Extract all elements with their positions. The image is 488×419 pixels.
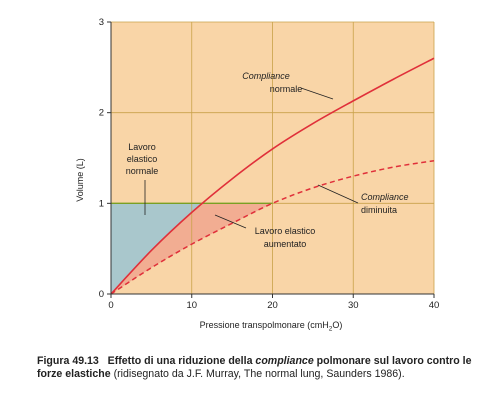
caption-title-part1: Effetto di una riduzione della (107, 355, 253, 367)
y-tick-label-0: 0 (99, 289, 104, 300)
y-axis-title: Volume (L) (75, 158, 85, 202)
caption-title-italic: compliance (255, 355, 314, 367)
y-tick-label-3: 3 (99, 17, 104, 28)
caption-rest: (ridisegnato da J.F. Murray, The normal … (113, 368, 405, 380)
annotation-lavoro-aumentato-line2: aumentato (264, 239, 307, 249)
annotation-lavoro-normale-line1: Lavoro (128, 142, 156, 152)
figure-caption: Figura 49.13 Effetto di una riduzione de… (37, 355, 477, 381)
region-lavoro-elastico-normale (111, 203, 203, 294)
volume-pressure-chart: 0 10 20 30 40 0 1 2 3 Volume (L) Pressione trans… (75, 17, 440, 333)
annotation-lavoro-normale-line2: elastico (127, 154, 158, 164)
annotation-compliance-diminuita-line2: diminuita (361, 205, 397, 215)
annotation-lavoro-normale-line3: normale (126, 166, 159, 176)
tick-labels: 0 10 20 30 40 0 1 2 3 (99, 17, 440, 311)
x-tick-label-30: 30 (348, 300, 359, 311)
annotation-compliance-normale-line1: Compliance (242, 71, 290, 81)
x-tick-label-0: 0 (108, 300, 113, 311)
annotation-leader-lavoro-aumentato (214, 214, 247, 229)
x-tick-label-10: 10 (186, 300, 197, 311)
annotation-leader-normale (300, 87, 334, 100)
x-axis-title: Pressione transpolmonare (cmH2O) (200, 320, 343, 333)
annotation-compliance-normale-line2: normale (270, 84, 303, 94)
y-tick-label-2: 2 (99, 108, 104, 119)
caption-fig-label: Figura 49.13 (37, 355, 99, 367)
grid (111, 21, 435, 294)
x-tick-label-20: 20 (267, 300, 278, 311)
series-line-compliance-diminuita (110, 159, 435, 295)
series-line-compliance-normale (110, 57, 435, 295)
annotation-leader-diminuita (317, 184, 359, 204)
x-tick-label-40: 40 (429, 300, 440, 311)
y-tick-label-1: 1 (99, 198, 104, 209)
caption-title-part2: polmonare sul lavoro contro le forze ela… (37, 355, 472, 380)
annotation-lavoro-aumentato-line1: Lavoro elastico (255, 226, 316, 236)
annotation-compliance-diminuita-line1: Compliance (361, 192, 409, 202)
